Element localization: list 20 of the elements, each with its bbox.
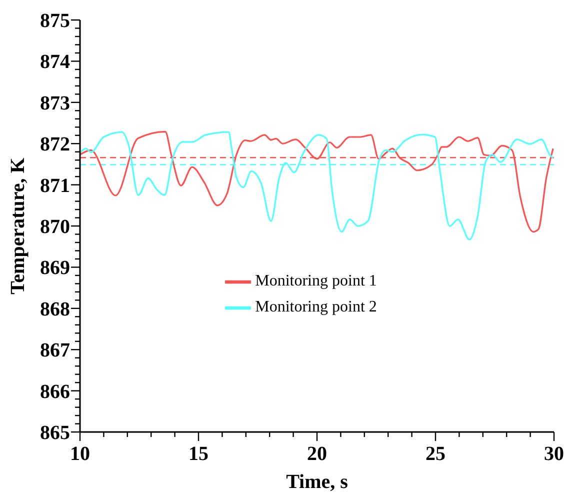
x-tick-label: 20 [307, 443, 327, 465]
y-tick-label: 870 [40, 216, 70, 238]
y-tick-label: 865 [40, 422, 70, 444]
legend-label: Monitoring point 2 [255, 298, 377, 316]
x-tick-label: 30 [544, 443, 564, 465]
x-tick-label: 10 [70, 443, 90, 465]
y-tick-label: 867 [40, 340, 70, 362]
y-tick-label: 874 [40, 51, 70, 74]
y-tick-label: 869 [40, 257, 70, 280]
y-tick-label: 871 [40, 174, 70, 197]
legend-label: Monitoring point 1 [255, 272, 377, 290]
y-tick-label: 875 [40, 10, 70, 32]
y-axis-title: Temperature, K [7, 157, 29, 294]
y-tick-label: 868 [40, 298, 70, 320]
y-tick-label: 866 [40, 380, 70, 403]
x-tick-label: 25 [426, 443, 446, 465]
y-tick-label: 872 [40, 134, 70, 156]
y-tick-label: 873 [40, 92, 70, 114]
x-axis-title: Time, s [286, 471, 348, 493]
x-tick-label: 15 [188, 443, 208, 465]
